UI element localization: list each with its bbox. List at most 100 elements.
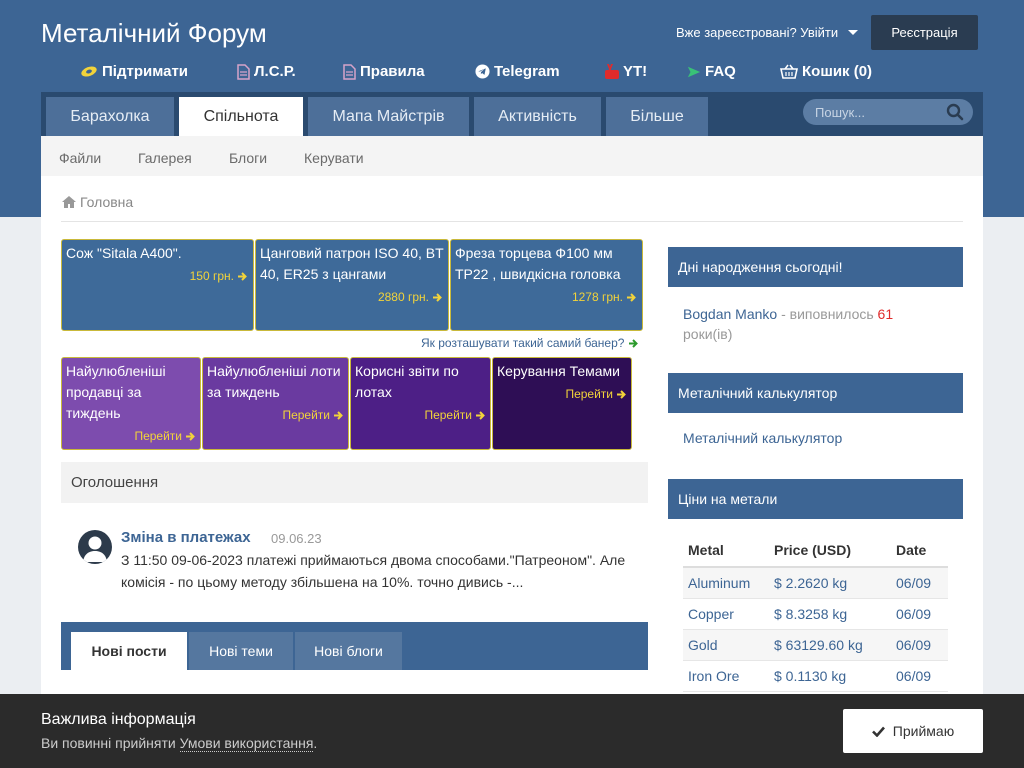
tab-new-topics[interactable]: Нові теми	[189, 632, 293, 670]
quicklink-label: FAQ	[705, 63, 736, 80]
table-cell[interactable]: $ 2.2620 kg	[769, 567, 891, 599]
quicklink-youtube[interactable]: YT!	[605, 63, 647, 80]
table-cell[interactable]: Aluminum	[683, 567, 769, 599]
main-nav: Барахолка Спільнота Мапа Майстрів Активн…	[41, 92, 983, 136]
quicklink-label: Telegram	[494, 63, 560, 80]
tile-link-label: Перейти	[282, 408, 330, 422]
user-silhouette-icon	[83, 536, 107, 562]
tab-new-blogs[interactable]: Нові блоги	[295, 632, 402, 670]
tile-link: Перейти	[282, 405, 344, 426]
tile-link: Перейти	[134, 426, 196, 447]
tile-title: Найулюбленіші продавці за тиждень	[66, 363, 166, 421]
widget-calculator-heading: Металічний калькулятор	[668, 373, 963, 413]
arrow-right-icon	[433, 293, 442, 302]
login-label: Вже зареєстровані? Увійти	[676, 25, 839, 40]
cookie-text: Ви повинні прийняти Умови використання.	[41, 735, 318, 752]
arrow-right-icon	[629, 338, 639, 348]
quicklink-lsr[interactable]: Л.С.Р.	[237, 63, 296, 80]
document-icon	[237, 63, 250, 80]
cookie-text-end: .	[313, 735, 318, 751]
tab-marketplace[interactable]: Барахолка	[46, 97, 174, 136]
arrow-right-icon	[476, 411, 485, 420]
document-icon	[343, 63, 356, 80]
arrow-right-icon	[617, 390, 626, 399]
product-banner[interactable]: Сож "Sitala A400". 150 грн.	[61, 239, 254, 331]
tile-top-sellers[interactable]: Найулюбленіші продавці за тиждень Перейт…	[61, 357, 201, 450]
table-cell[interactable]: 06/09	[891, 629, 948, 661]
youtube-icon	[605, 64, 619, 79]
banner-advert-label: Як розташувати такий самий банер?	[421, 336, 625, 350]
search-icon[interactable]	[946, 103, 964, 121]
subnav-manage[interactable]: Керувати	[304, 150, 364, 166]
table-cell[interactable]: Copper	[683, 598, 769, 630]
table-cell[interactable]: $ 63129.60 kg	[769, 629, 891, 661]
product-banner[interactable]: Фреза торцева Ф100 мм TP22 , швидкісна г…	[450, 239, 643, 331]
product-banner[interactable]: Цанговий патрон ISO 40, BT 40, ER25 з ца…	[255, 239, 449, 331]
quicklink-support[interactable]: Підтримати	[80, 63, 188, 80]
tab-new-posts[interactable]: Нові пости	[71, 632, 187, 670]
quicklink-label: Правила	[360, 63, 425, 80]
calculator-link[interactable]: Металічний калькулятор	[683, 430, 843, 446]
tab-community[interactable]: Спільнота	[179, 97, 303, 136]
banner-title: Сож "Sitala A400".	[66, 245, 182, 261]
arrow-right-icon	[238, 272, 247, 281]
login-link[interactable]: Вже зареєстровані? Увійти	[676, 25, 859, 40]
birthday-entry: Bogdan Manko - виповнилось 61 роки(ів)	[683, 304, 923, 344]
banner-price: 1278 грн.	[572, 287, 637, 308]
quicklink-cart[interactable]: Кошик (0)	[780, 63, 872, 80]
table-cell[interactable]: 06/09	[891, 598, 948, 630]
table-row: Copper $ 8.3258 kg 06/09	[683, 598, 948, 630]
tile-topic-management[interactable]: Керування Темами Перейти	[492, 357, 632, 450]
table-cell[interactable]: 06/09	[891, 660, 948, 692]
cookie-heading: Важлива інформація	[41, 711, 196, 728]
basket-icon	[780, 64, 798, 79]
quicklink-rules[interactable]: Правила	[343, 63, 425, 80]
subnav-blogs[interactable]: Блоги	[229, 150, 268, 166]
table-cell[interactable]: Iron Ore	[683, 660, 769, 692]
tab-activity[interactable]: Активність	[474, 97, 601, 136]
tab-more[interactable]: Більше	[606, 97, 708, 136]
table-cell[interactable]: $ 0.1130 kg	[769, 660, 891, 692]
home-icon	[62, 196, 76, 208]
quicklink-label: Л.С.Р.	[254, 63, 296, 80]
column-header: Metal	[683, 536, 769, 568]
banner-advert-link[interactable]: Як розташувати такий самий банер?	[421, 336, 639, 350]
banner-price: 2880 грн.	[378, 287, 443, 308]
subnav-files[interactable]: Файли	[59, 150, 102, 166]
register-button[interactable]: Реєстрація	[871, 15, 978, 50]
tile-top-lots[interactable]: Найулюбленіші лоти за тиждень Перейти	[202, 357, 349, 450]
accept-label: Приймаю	[892, 723, 955, 739]
avatar[interactable]	[78, 530, 112, 564]
site-logo[interactable]: Металічний Форум	[41, 18, 267, 48]
tile-lot-reports[interactable]: Корисні звіти по лотах Перейти	[350, 357, 491, 450]
tile-title: Корисні звіти по лотах	[355, 363, 459, 400]
birthday-user[interactable]: Bogdan Manko	[683, 306, 778, 322]
search-input[interactable]	[815, 104, 945, 120]
quicklink-telegram[interactable]: Telegram	[475, 63, 560, 80]
accept-button[interactable]: Приймаю	[843, 709, 983, 753]
table-row: Gold $ 63129.60 kg 06/09	[683, 629, 948, 661]
table-cell[interactable]: $ 8.3258 kg	[769, 598, 891, 630]
terms-link[interactable]: Умови використання	[179, 735, 314, 752]
table-row: Aluminum $ 2.2620 kg 06/09	[683, 567, 948, 599]
arrow-right-icon	[186, 432, 195, 441]
telegram-icon	[475, 64, 490, 79]
banknote-icon	[81, 66, 97, 77]
table-cell[interactable]: Gold	[683, 629, 769, 661]
column-header: Date	[891, 536, 948, 568]
tile-link-label: Перейти	[134, 429, 182, 443]
quicklink-faq[interactable]: FAQ	[687, 63, 736, 80]
check-icon	[871, 726, 885, 737]
tile-link-label: Перейти	[565, 387, 613, 401]
subnav-gallery[interactable]: Галерея	[138, 150, 192, 166]
announcement-title[interactable]: Зміна в платежах	[121, 529, 251, 546]
banner-price: 150 грн.	[190, 266, 248, 287]
breadcrumb[interactable]: Головна	[62, 194, 133, 210]
column-header: Price (USD)	[769, 536, 891, 568]
widget-prices-heading: Ціни на метали	[668, 479, 963, 519]
table-cell[interactable]: 06/09	[891, 567, 948, 599]
tile-link: Перейти	[424, 405, 486, 426]
post-tabs: Нові пости Нові теми Нові блоги	[61, 622, 648, 670]
tab-masters-map[interactable]: Мапа Майстрів	[308, 97, 469, 136]
metal-prices-table: Metal Price (USD) Date Aluminum $ 2.2620…	[683, 536, 948, 692]
